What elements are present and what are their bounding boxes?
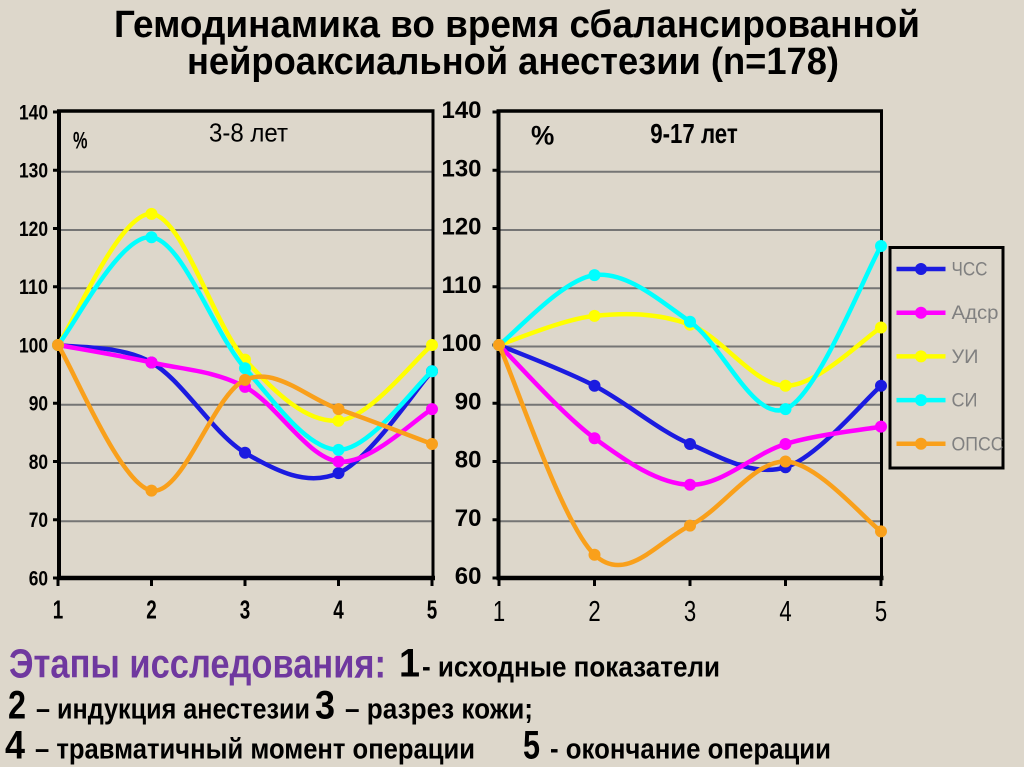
svg-text:СИ: СИ <box>952 391 978 412</box>
svg-text:– индукция анестезии: – индукция анестезии <box>36 694 310 726</box>
svg-text:4: 4 <box>5 724 26 767</box>
svg-text:Адср: Адср <box>952 303 999 324</box>
svg-text:80: 80 <box>29 450 48 474</box>
svg-text:100: 100 <box>19 333 48 357</box>
svg-text:1: 1 <box>493 596 505 628</box>
svg-text:ОПСС: ОПСС <box>952 434 1004 455</box>
svg-text:140: 140 <box>442 97 482 124</box>
svg-text:60: 60 <box>29 566 48 590</box>
svg-text:70: 70 <box>455 505 482 532</box>
svg-text:120: 120 <box>442 214 482 241</box>
svg-text:– травматичный момент операции: – травматичный момент операции <box>35 734 475 766</box>
svg-text:5: 5 <box>523 724 540 767</box>
svg-text:110: 110 <box>442 272 482 299</box>
svg-text:80: 80 <box>455 447 482 474</box>
svg-text:1: 1 <box>399 642 420 686</box>
svg-text:120: 120 <box>19 217 48 241</box>
svg-text:100: 100 <box>442 330 482 357</box>
svg-text:5: 5 <box>875 596 887 628</box>
svg-text:130: 130 <box>442 155 482 182</box>
svg-text:90: 90 <box>455 388 482 415</box>
svg-text:Гемодинамика во время сбаланси: Гемодинамика во время сбалансированной <box>114 4 920 46</box>
svg-text:130: 130 <box>19 159 48 183</box>
svg-text:2: 2 <box>146 595 157 625</box>
svg-text:60: 60 <box>455 563 482 590</box>
svg-text:ЧСС: ЧСС <box>952 260 988 281</box>
svg-text:3-8 лет: 3-8 лет <box>209 118 288 148</box>
svg-text:нейроаксиальной анестезии (n=1: нейроаксиальной анестезии (n=178) <box>187 41 839 83</box>
svg-text:4: 4 <box>779 596 791 628</box>
svg-text:Этапы исследования:: Этапы исследования: <box>9 641 386 687</box>
svg-text:70: 70 <box>29 508 48 532</box>
svg-text:%: % <box>531 121 554 151</box>
svg-text:3: 3 <box>240 595 251 625</box>
svg-text:- окончание операции: - окончание операции <box>550 734 831 766</box>
svg-text:УИ: УИ <box>952 347 979 368</box>
svg-text:- исходные показатели: - исходные показатели <box>422 652 720 684</box>
svg-text:2: 2 <box>588 596 600 628</box>
svg-text:1: 1 <box>53 595 64 625</box>
svg-text:3: 3 <box>684 596 696 628</box>
svg-text:%: % <box>73 128 88 155</box>
svg-text:4: 4 <box>333 595 344 625</box>
svg-text:– разрез кожи;: – разрез кожи; <box>345 694 533 726</box>
svg-text:9-17 лет: 9-17 лет <box>650 118 738 149</box>
svg-text:90: 90 <box>29 392 48 416</box>
svg-text:110: 110 <box>19 275 48 299</box>
svg-text:2: 2 <box>8 684 26 728</box>
svg-text:5: 5 <box>427 595 438 625</box>
svg-text:140: 140 <box>19 100 48 124</box>
svg-text:3: 3 <box>315 684 335 728</box>
